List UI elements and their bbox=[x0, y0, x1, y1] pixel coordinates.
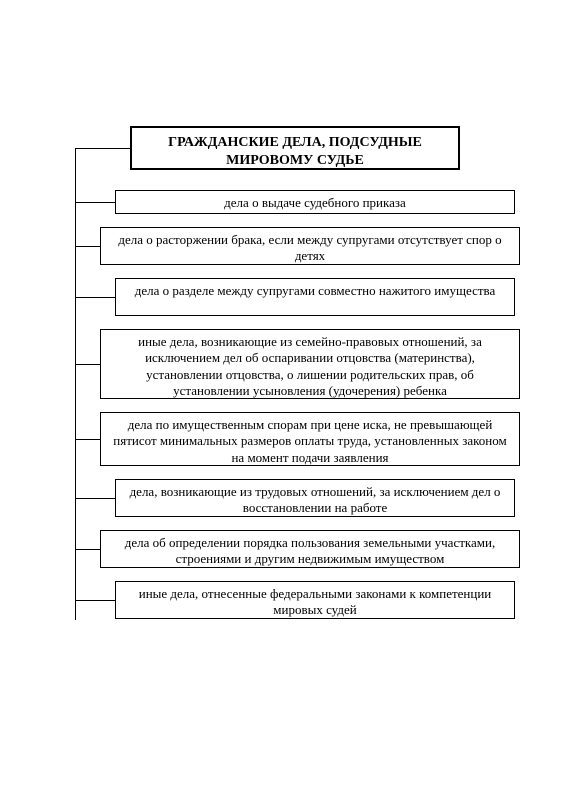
item-box-2: дела о разделе между супругами совместно… bbox=[115, 278, 515, 316]
item-text-6: дела об определении порядка пользования … bbox=[125, 535, 495, 566]
item-box-1: дела о расторжении брака, если между суп… bbox=[100, 227, 520, 265]
item-text-5: дела, возникающие из трудовых отношений,… bbox=[130, 484, 501, 515]
item-box-3: иные дела, возникающие из семейно-правов… bbox=[100, 329, 520, 399]
connector-6 bbox=[75, 549, 100, 550]
connector-5 bbox=[75, 498, 115, 499]
item-text-1: дела о расторжении брака, если между суп… bbox=[118, 232, 501, 263]
item-text-2: дела о разделе между супругами совместно… bbox=[135, 283, 496, 298]
connector-4 bbox=[75, 439, 100, 440]
connector-3 bbox=[75, 364, 100, 365]
connector-2 bbox=[75, 297, 115, 298]
diagram-page: ГРАЖДАНСКИЕ ДЕЛА, ПОДСУДНЫЕ МИРОВОМУ СУД… bbox=[0, 0, 563, 795]
header-line2: МИРОВОМУ СУДЬЕ bbox=[142, 152, 448, 170]
item-text-7: иные дела, отнесенные федеральными закон… bbox=[139, 586, 492, 617]
item-text-3: иные дела, возникающие из семейно-правов… bbox=[138, 334, 482, 398]
connector-1 bbox=[75, 246, 100, 247]
item-text-4: дела по имущественным спорам при цене ис… bbox=[113, 417, 506, 465]
item-box-5: дела, возникающие из трудовых отношений,… bbox=[115, 479, 515, 517]
header-box: ГРАЖДАНСКИЕ ДЕЛА, ПОДСУДНЫЕ МИРОВОМУ СУД… bbox=[130, 126, 460, 170]
connector-0 bbox=[75, 202, 115, 203]
connector-7 bbox=[75, 600, 115, 601]
item-box-4: дела по имущественным спорам при цене ис… bbox=[100, 412, 520, 466]
item-box-6: дела об определении порядка пользования … bbox=[100, 530, 520, 568]
connector-header bbox=[75, 148, 130, 149]
item-text-0: дела о выдаче судебного приказа bbox=[224, 195, 406, 210]
header-line1: ГРАЖДАНСКИЕ ДЕЛА, ПОДСУДНЫЕ bbox=[142, 134, 448, 152]
item-box-7: иные дела, отнесенные федеральными закон… bbox=[115, 581, 515, 619]
item-box-0: дела о выдаче судебного приказа bbox=[115, 190, 515, 214]
